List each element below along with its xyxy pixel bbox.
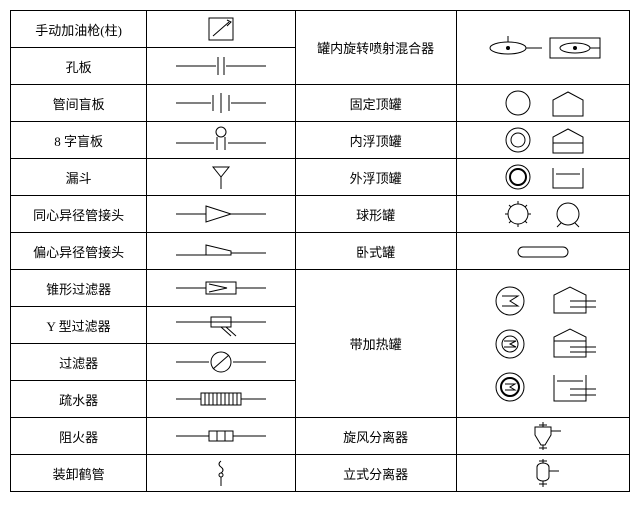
concentric-reducer-icon bbox=[171, 202, 271, 226]
label-cell: 固定顶罐 bbox=[295, 85, 456, 122]
symbol-cell bbox=[456, 270, 629, 418]
steam-trap-icon bbox=[171, 387, 271, 411]
symbol-table: 手动加油枪(柱) 罐内旋转喷射混合器 孔板 管间盲板 bbox=[10, 10, 630, 492]
label-cell: 卧式罐 bbox=[295, 233, 456, 270]
label-cell: 带加热罐 bbox=[295, 270, 456, 418]
label-cell: 管间盲板 bbox=[11, 85, 147, 122]
label-cell: 立式分离器 bbox=[295, 455, 456, 492]
label-cell: 球形罐 bbox=[295, 196, 456, 233]
label-cell: 偏心异径管接头 bbox=[11, 233, 147, 270]
label-cell: 手动加油枪(柱) bbox=[11, 11, 147, 48]
label-cell: 疏水器 bbox=[11, 381, 147, 418]
orifice-plate-icon bbox=[171, 54, 271, 78]
symbol-cell bbox=[147, 418, 296, 455]
vertical-separator-icon bbox=[503, 457, 583, 489]
fixed-roof-tank-icon bbox=[483, 88, 603, 118]
label-cell: 外浮顶罐 bbox=[295, 159, 456, 196]
spherical-tank-icon bbox=[483, 199, 603, 229]
horizontal-tank-icon bbox=[483, 239, 603, 263]
symbol-cell bbox=[147, 307, 296, 344]
label-cell: 漏斗 bbox=[11, 159, 147, 196]
y-strainer-icon bbox=[171, 312, 271, 338]
symbol-cell bbox=[147, 122, 296, 159]
label-cell: 同心异径管接头 bbox=[11, 196, 147, 233]
internal-floating-roof-icon bbox=[483, 125, 603, 155]
symbol-cell bbox=[147, 48, 296, 85]
symbol-cell bbox=[147, 233, 296, 270]
label-cell: 过滤器 bbox=[11, 344, 147, 381]
cyclone-separator-icon bbox=[503, 420, 583, 452]
symbol-cell bbox=[456, 233, 629, 270]
funnel-icon bbox=[191, 163, 251, 191]
strainer-icon bbox=[171, 349, 271, 375]
symbol-cell bbox=[147, 85, 296, 122]
eccentric-reducer-icon bbox=[171, 239, 271, 263]
symbol-cell bbox=[456, 11, 629, 85]
symbol-cell bbox=[147, 159, 296, 196]
heated-tank-icon bbox=[478, 279, 608, 409]
symbol-cell bbox=[456, 85, 629, 122]
symbol-cell bbox=[147, 270, 296, 307]
label-cell: 旋风分离器 bbox=[295, 418, 456, 455]
figure8-blind-icon bbox=[171, 125, 271, 155]
symbol-cell bbox=[456, 122, 629, 159]
symbol-cell bbox=[456, 196, 629, 233]
symbol-cell bbox=[456, 418, 629, 455]
loading-arm-icon bbox=[191, 458, 251, 488]
flame-arrestor-icon bbox=[171, 424, 271, 448]
label-cell: 装卸鹤管 bbox=[11, 455, 147, 492]
symbol-cell bbox=[147, 381, 296, 418]
label-cell: 锥形过滤器 bbox=[11, 270, 147, 307]
symbol-cell bbox=[147, 11, 296, 48]
symbol-cell bbox=[147, 455, 296, 492]
symbol-cell bbox=[456, 159, 629, 196]
manual-fuel-gun-icon bbox=[191, 14, 251, 44]
label-cell: 8 字盲板 bbox=[11, 122, 147, 159]
external-floating-roof-icon bbox=[483, 162, 603, 192]
symbol-cell bbox=[456, 455, 629, 492]
label-cell: 阻火器 bbox=[11, 418, 147, 455]
symbol-cell bbox=[147, 344, 296, 381]
label-cell: 孔板 bbox=[11, 48, 147, 85]
symbol-cell bbox=[147, 196, 296, 233]
spacer-blind-icon bbox=[171, 91, 271, 115]
label-cell: 内浮顶罐 bbox=[295, 122, 456, 159]
label-cell: 罐内旋转喷射混合器 bbox=[295, 11, 456, 85]
rotary-jet-mixer-icon bbox=[478, 28, 608, 68]
cone-strainer-icon bbox=[171, 276, 271, 300]
label-cell: Y 型过滤器 bbox=[11, 307, 147, 344]
